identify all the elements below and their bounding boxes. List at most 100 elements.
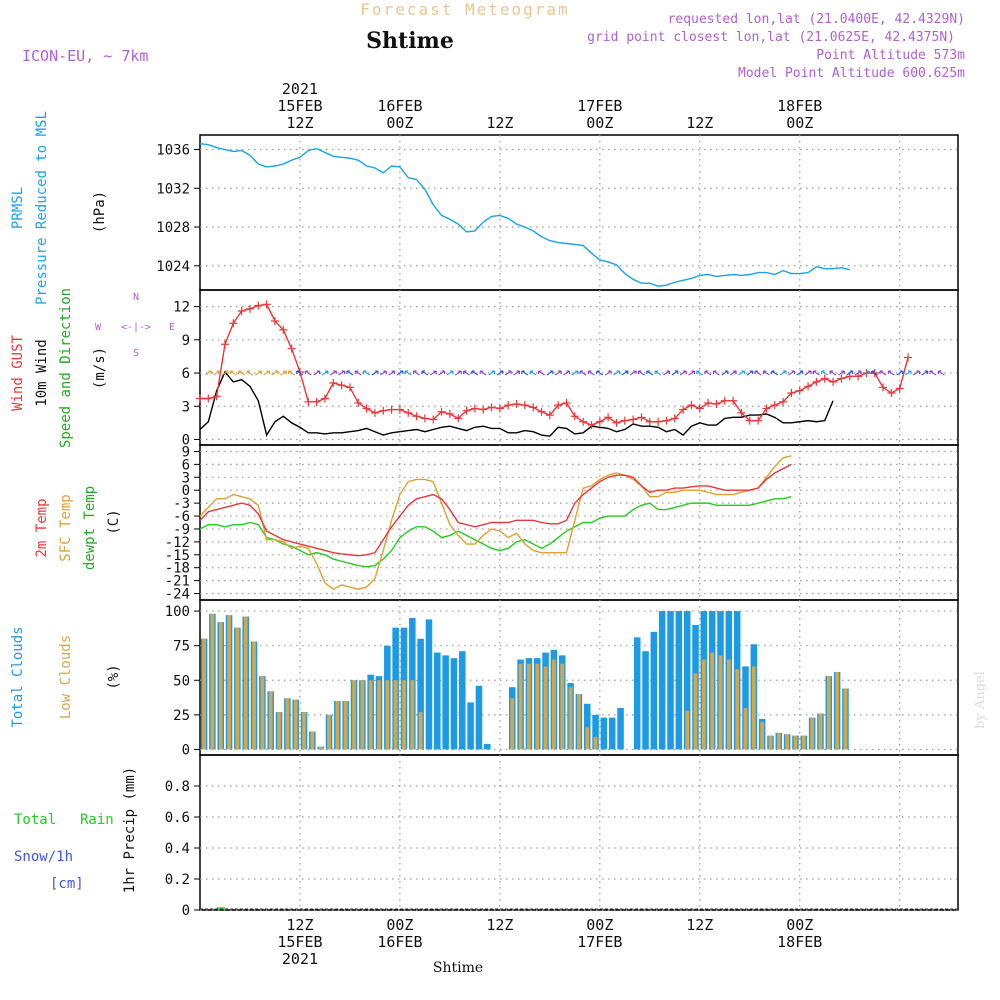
bottom-tick-label: 12Z <box>686 916 713 934</box>
gust-marker <box>262 300 271 309</box>
temperature-series <box>199 455 792 591</box>
gust-marker <box>270 317 279 325</box>
wind-direction-arrow <box>421 370 429 376</box>
low-cloud-bar <box>701 659 706 750</box>
low-cloud-bar <box>801 735 806 750</box>
gust-marker <box>837 374 846 383</box>
gust-marker <box>279 325 288 334</box>
total-cloud-bar <box>442 655 449 750</box>
wind-direction-arrow <box>746 370 754 376</box>
gust-marker <box>820 374 829 383</box>
wind-direction-arrow <box>579 370 587 376</box>
gust-marker <box>354 398 363 407</box>
total-cloud-bar <box>633 637 641 750</box>
precip-frame <box>199 754 959 911</box>
y-tick-label: -24 <box>165 587 190 603</box>
low-cloud-bar <box>218 622 223 750</box>
gust-marker <box>479 405 488 414</box>
grid-point-coords: grid point closest lon,lat (21.0625E, 42… <box>587 30 955 45</box>
y-tick-label: 1028 <box>156 220 190 236</box>
low-cloud-bar <box>527 663 531 750</box>
wind-direction-arrow <box>205 370 212 376</box>
wind-10m-line <box>199 370 834 437</box>
pressure-label-msl: Pressure Reduced to MSL <box>34 111 50 305</box>
y-tick-label: -3 <box>173 496 190 512</box>
bottom-tick-label: 15FEB <box>277 933 322 951</box>
cloud-label-total: Total Clouds <box>10 626 26 727</box>
precip-label-snow: Snow/1h <box>14 849 73 865</box>
gust-marker <box>520 401 529 410</box>
wind-direction-arrow <box>854 370 862 376</box>
y-tick-label: 0.6 <box>165 810 190 826</box>
gust-marker <box>537 407 546 416</box>
low-cloud-bar <box>235 627 240 750</box>
gust-marker <box>304 397 313 406</box>
y-tick-label: 6 <box>182 366 190 382</box>
low-cloud-bar <box>843 688 848 750</box>
total-cloud-bar <box>608 717 616 750</box>
temp-label-sfc: SFC Temp <box>58 494 74 561</box>
total-cloud-bar <box>434 652 441 750</box>
gust-marker <box>229 319 238 328</box>
y-tick-label: 0 <box>182 432 190 448</box>
low-cloud-bar <box>368 680 373 750</box>
wind-direction-arrow <box>812 370 820 376</box>
pressure-panel: 1024 1028 1032 1036 PRMSL Pressure Reduced … <box>10 111 959 305</box>
y-tick-label: 1024 <box>156 259 190 275</box>
wind-direction-arrow <box>879 370 887 376</box>
total-cloud-bar <box>592 714 599 750</box>
low-cloud-bar <box>518 663 523 750</box>
pressure-y-ticks: 1024 1028 1032 1036 <box>156 143 200 275</box>
low-cloud-bar <box>835 671 839 750</box>
precip-grid <box>200 755 958 911</box>
wind-direction-arrow <box>679 370 687 376</box>
wind-direction-arrow <box>429 370 437 376</box>
wind-direction-arrow <box>887 370 895 376</box>
gust-marker <box>237 307 246 316</box>
low-cloud-bar <box>693 673 698 750</box>
total-cloud-bar <box>417 638 424 750</box>
bottom-tick-label: 18FEB <box>777 933 822 951</box>
gust-marker <box>495 404 504 413</box>
gust-marker <box>412 412 421 421</box>
pressure-unit: (hPa) <box>92 191 108 233</box>
wind-direction-arrow <box>754 370 762 376</box>
pressure-label-prmsl: PRMSL <box>10 187 26 229</box>
wind-direction-arrow <box>563 370 571 376</box>
wind-series <box>196 300 945 437</box>
top-tick-label: 17FEB <box>577 97 622 115</box>
pressure-grid <box>200 135 958 290</box>
gust-marker <box>212 392 221 401</box>
wind-label-10m: 10m Wind <box>34 339 50 406</box>
top-tick-label: 15FEB <box>277 97 322 115</box>
low-cloud-bar <box>243 616 248 750</box>
wind-direction-arrow <box>338 370 346 376</box>
bottom-tick-label: 2021 <box>282 950 318 968</box>
wind-direction-arrow <box>321 370 329 376</box>
wind-direction-arrow <box>313 370 321 376</box>
wind-direction-arrow <box>379 370 387 376</box>
low-cloud-bar <box>302 712 306 750</box>
low-cloud-bar <box>410 680 415 750</box>
low-cloud-bar <box>268 691 273 750</box>
wind-direction-arrow <box>788 370 795 376</box>
gust-marker <box>704 398 713 407</box>
top-tick-label: 00Z <box>586 114 613 132</box>
gust-marker <box>795 386 804 395</box>
precip-series <box>200 907 958 910</box>
gust-marker <box>404 408 413 417</box>
wind-direction-arrow <box>729 370 737 376</box>
wind-direction-arrow <box>704 370 712 376</box>
y-tick-label: 75 <box>173 639 190 655</box>
bottom-tick-label: 12Z <box>486 916 513 934</box>
low-cloud-bar <box>535 663 540 750</box>
cloud-panel: 0 25 50 75 100 Total Clouds Low Clouds (%) <box>10 599 959 758</box>
top-tick-label: 2021 <box>282 80 318 98</box>
credit-watermark: by Angel <box>973 671 988 729</box>
low-cloud-bar <box>252 641 256 750</box>
gust-marker <box>379 406 388 415</box>
wind-direction-arrow <box>613 370 621 376</box>
wind-direction-arrow <box>371 370 379 376</box>
gust-marker <box>487 403 496 412</box>
